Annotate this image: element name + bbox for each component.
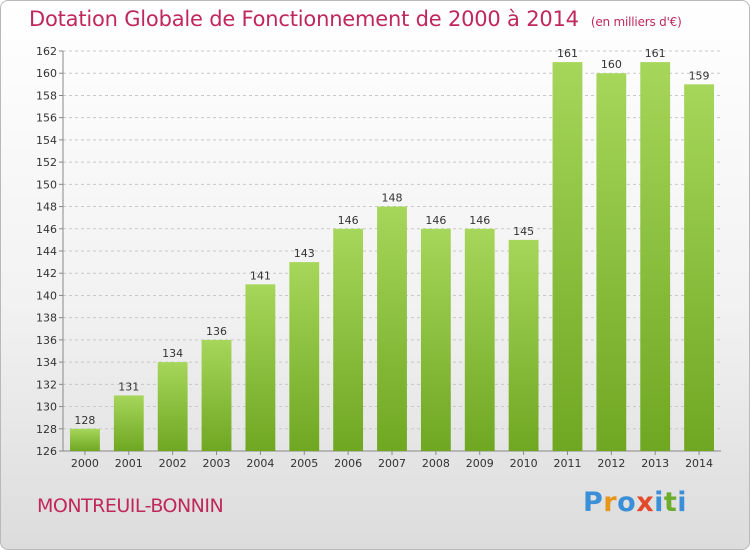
x-tick-label: 2012 bbox=[597, 457, 625, 470]
y-tick-label: 154 bbox=[36, 134, 57, 147]
data-labels: 128 131 134 136 141 143 146 148 146 146 145 161 160 1… bbox=[74, 47, 709, 427]
brand-letter: i bbox=[677, 487, 688, 518]
data-label: 160 bbox=[601, 58, 622, 71]
y-tick-label: 158 bbox=[36, 89, 57, 102]
y-tick-label: 140 bbox=[36, 289, 57, 302]
x-tick-label: 2008 bbox=[422, 457, 450, 470]
data-label: 146 bbox=[338, 214, 359, 227]
x-tick-label: 2004 bbox=[246, 457, 274, 470]
x-tick-label: 2007 bbox=[378, 457, 406, 470]
bar bbox=[201, 339, 232, 451]
bar bbox=[377, 206, 407, 451]
brand-letter: x bbox=[636, 487, 655, 518]
data-label: 161 bbox=[645, 47, 666, 60]
x-tick-label: 2014 bbox=[685, 457, 713, 470]
data-label: 148 bbox=[382, 192, 403, 205]
bar bbox=[157, 362, 188, 451]
brand-letter: r bbox=[603, 487, 618, 518]
bar bbox=[245, 284, 276, 451]
bar bbox=[596, 73, 627, 451]
chart-subtitle: (en milliers d'€) bbox=[590, 15, 682, 29]
y-tick-label: 156 bbox=[36, 112, 57, 125]
y-tick-label: 152 bbox=[36, 156, 57, 169]
y-tick-label: 146 bbox=[36, 223, 57, 236]
commune-name: MONTREUIL-BONNIN bbox=[37, 495, 224, 517]
x-tick-label: 2009 bbox=[466, 457, 494, 470]
x-tick-label: 2010 bbox=[510, 457, 538, 470]
data-label: 131 bbox=[118, 380, 139, 393]
y-tick-label: 142 bbox=[36, 267, 57, 280]
y-tick-label: 130 bbox=[36, 401, 57, 414]
data-label: 134 bbox=[162, 347, 183, 360]
chart-title: Dotation Globale de Fonctionnement de 20… bbox=[29, 7, 682, 31]
y-tick-label: 148 bbox=[36, 201, 57, 214]
bars bbox=[70, 62, 714, 451]
bar bbox=[684, 84, 714, 451]
bar bbox=[70, 428, 100, 451]
x-tick-label: 2013 bbox=[641, 457, 669, 470]
x-tick-label: 2001 bbox=[115, 457, 143, 470]
bar bbox=[289, 262, 320, 451]
y-tick-label: 160 bbox=[36, 67, 57, 80]
y-tick-label: 150 bbox=[36, 178, 57, 191]
y-tick-label: 162 bbox=[36, 45, 57, 58]
brand-letter: P bbox=[583, 487, 604, 518]
data-label: 141 bbox=[250, 269, 271, 282]
data-label: 128 bbox=[74, 414, 95, 427]
axes: 126 128 130 132 134 136 138 140 142 144 146 148 150 1… bbox=[36, 45, 721, 470]
data-label: 146 bbox=[425, 214, 446, 227]
y-tick-label: 126 bbox=[36, 445, 57, 458]
bar bbox=[464, 228, 495, 451]
brand-letter: o bbox=[617, 487, 637, 518]
bar bbox=[508, 239, 539, 451]
bar bbox=[552, 62, 583, 451]
data-label: 146 bbox=[469, 214, 490, 227]
brand-letter: t bbox=[663, 487, 678, 518]
x-tick-label: 2000 bbox=[71, 457, 99, 470]
x-tick-label: 2011 bbox=[553, 457, 581, 470]
y-tick-label: 134 bbox=[36, 356, 57, 369]
bar bbox=[640, 62, 671, 451]
x-tick-label: 2006 bbox=[334, 457, 362, 470]
chart-title-text: Dotation Globale de Fonctionnement de 20… bbox=[29, 7, 579, 31]
y-tick-label: 144 bbox=[36, 245, 57, 258]
bar bbox=[113, 395, 144, 451]
y-tick-label: 132 bbox=[36, 378, 57, 391]
data-label: 145 bbox=[513, 225, 534, 238]
bar bbox=[420, 228, 451, 451]
bar bbox=[333, 228, 364, 451]
y-tick-label: 128 bbox=[36, 423, 57, 436]
proxiti-logo: Proxiti bbox=[583, 487, 687, 518]
data-label: 143 bbox=[294, 247, 315, 260]
x-tick-label: 2003 bbox=[203, 457, 231, 470]
y-tick-label: 138 bbox=[36, 312, 57, 325]
x-tick-label: 2005 bbox=[290, 457, 318, 470]
data-label: 159 bbox=[689, 69, 710, 82]
data-label: 136 bbox=[206, 325, 227, 338]
brand-letter: i bbox=[654, 487, 664, 518]
x-tick-label: 2002 bbox=[159, 457, 187, 470]
data-label: 161 bbox=[557, 47, 578, 60]
y-tick-label: 136 bbox=[36, 334, 57, 347]
